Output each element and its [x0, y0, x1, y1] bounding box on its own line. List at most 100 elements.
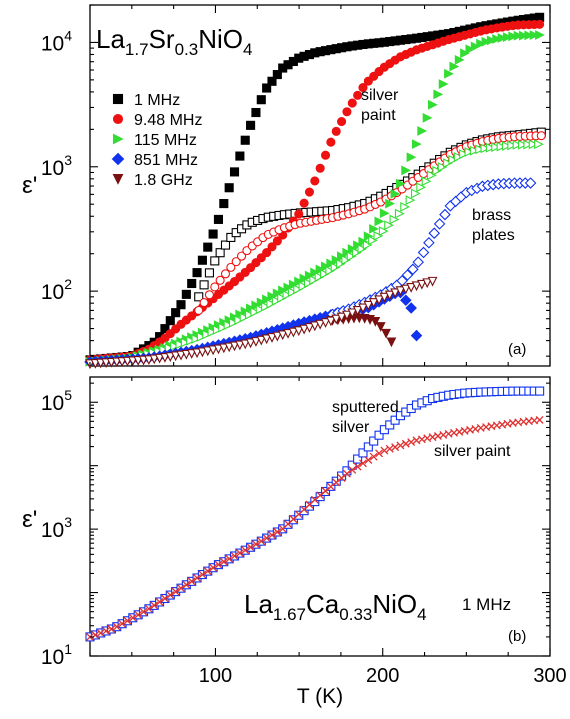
legend-label-851-mhz: 851 MHz [134, 152, 198, 169]
panel-a-y-axis: 102 103 104 [41, 4, 550, 357]
panel-b-point-silver-paint [225, 554, 234, 563]
panel-b-frame [89, 376, 551, 657]
panel-a-point-115-mhz-brass-plates [277, 293, 287, 303]
panel-a-x-ticks [89, 5, 551, 366]
panel-a-point-115-mhz-brass-plates [523, 139, 534, 150]
panel-a-point-1-mhz-brass-plates [220, 240, 231, 250]
panel-b-point-silver-paint [171, 587, 180, 596]
panel-a-point-9-48-mhz [272, 236, 282, 246]
panel-a-point-1-8-ghz-brass-plates [390, 288, 400, 299]
panel-a-point-1-8-ghz-brass-plates [224, 342, 235, 353]
panel-b-point-sputtered-silver [363, 442, 373, 452]
panel-a-point-1-mhz [203, 242, 213, 252]
panel-a-point-1-mhz [251, 107, 261, 118]
panel-a-point-115-mhz [438, 79, 449, 89]
panel-b-point-silver-paint [209, 563, 218, 572]
panel-a-point-1-8-ghz-brass-plates [374, 295, 384, 306]
panel-a-point-1-8-ghz [375, 322, 386, 332]
panel-b-point-silver-paint [166, 591, 175, 600]
panel-a-point-851-mhz [400, 294, 412, 307]
panel-b-point-silver-paint [316, 491, 325, 500]
panel-a-point-1-8-ghz-brass-plates [325, 316, 336, 327]
panel-b-y-axis: 101 103 105 [41, 382, 550, 669]
panel-a-point-1-8-ghz-brass-plates [315, 319, 326, 330]
panel-a-point-1-mhz [240, 135, 250, 145]
panel-b-point-silver-paint [268, 531, 276, 540]
panel-a-point-9-48-mhz [320, 150, 331, 160]
panel-a-point-115-mhz [395, 178, 406, 189]
panel-a-point-115-mhz [465, 44, 476, 55]
panel-a-point-115-mhz-brass-plates [336, 258, 346, 269]
panel-a-point-1-mhz-brass-plates [215, 248, 225, 258]
panel-b-point-silver-paint [251, 540, 260, 549]
panel-b-point-silver-paint [219, 557, 228, 566]
panel-a-point-115-mhz-brass-plates [261, 301, 271, 312]
panel-a-point-115-mhz-brass-plates [352, 247, 362, 258]
panel-a-point-1-8-ghz-brass-plates [154, 353, 165, 364]
panel-b-point-silver-paint [128, 613, 137, 622]
panel-a-point-1-mhz [192, 268, 202, 278]
panel-b-point-silver-paint [160, 594, 169, 603]
panel-a-point-115-mhz-brass-plates [518, 139, 528, 150]
panel-a-point-115-mhz-brass-plates [368, 235, 378, 246]
panel-b-point-silver-paint [375, 449, 384, 458]
panel-a-point-1-mhz [224, 183, 234, 193]
panel-a-point-1-mhz-brass-plates [194, 292, 204, 302]
panel-b-point-sputtered-silver [337, 471, 347, 481]
panel-a-y-tick-label: 104 [41, 27, 72, 55]
legend-label-1-mhz: 1 MHz [134, 92, 180, 109]
panel-b: 101 103 105 100 200 300 sputtered silver sil… [22, 376, 567, 708]
panel-a-point-115-mhz [428, 99, 438, 110]
panel-a-point-115-mhz-brass-plates [250, 307, 261, 317]
panel-a-point-1-8-ghz-brass-plates [336, 312, 347, 323]
panel-a-point-1-mhz [208, 229, 218, 239]
panel-a-point-115-mhz [379, 208, 390, 219]
panel-a-point-9-48-mhz-brass-plates [220, 269, 231, 279]
panel-a-point-1-8-ghz-brass-plates [176, 350, 186, 361]
panel-a-point-9-48-mhz [326, 137, 336, 147]
panel-b-x-tick-label: 300 [533, 665, 566, 687]
panel-a-point-115-mhz-brass-plates [405, 195, 416, 206]
panel-b-y-tick-label: 103 [41, 514, 72, 542]
panel-b-point-silver-paint [123, 616, 132, 625]
panel-a-point-115-mhz-brass-plates [293, 284, 303, 295]
panel-a-point-115-mhz-brass-plates [175, 339, 186, 350]
panel-a-point-115-mhz [411, 139, 422, 149]
panel-b-marks [85, 386, 545, 642]
panel-b-point-silver-paint [391, 443, 400, 452]
panel-a-point-115-mhz [417, 126, 428, 136]
panel-a-point-9-48-mhz [294, 209, 304, 219]
panel-b-point-silver-paint [187, 577, 196, 586]
panel-a-point-115-mhz-brass-plates [202, 329, 212, 340]
panel-a-point-115-mhz-brass-plates [314, 272, 325, 282]
panel-a-point-115-mhz [460, 48, 470, 59]
panel-a-point-1-8-ghz-brass-plates [160, 352, 170, 363]
panel-a-point-115-mhz-brass-plates [389, 214, 400, 225]
legend-marker-1-mhz [112, 93, 124, 105]
panel-a-point-1-8-ghz-brass-plates [170, 351, 181, 362]
panel-b-point-silver-paint [364, 456, 373, 464]
panel-b-title: La1.67Ca0.33NiO4 [244, 589, 427, 624]
panel-b-y-tick-label: 101 [41, 641, 72, 669]
panel-a-point-1-mhz [165, 316, 175, 326]
panel-a-point-1-8-ghz-brass-plates [240, 339, 251, 350]
panel-a-point-1-8-ghz-brass-plates [192, 348, 202, 359]
panel-b-point-silver-paint [332, 478, 341, 487]
panel-a-point-9-48-mhz [337, 117, 347, 127]
panel-a-point-115-mhz-brass-plates [394, 208, 405, 219]
panel-a-point-1-8-ghz-brass-plates [358, 303, 368, 314]
panel-a-point-1-8-ghz-brass-plates [422, 278, 433, 289]
panel-b-point-silver-paint [359, 459, 367, 468]
panel-a-point-1-8-ghz-brass-plates [229, 341, 240, 352]
panel-a-point-115-mhz-brass-plates [223, 320, 234, 331]
panel-a-point-1-mhz-brass-plates [226, 232, 236, 242]
panel-a-point-115-mhz-brass-plates [421, 176, 432, 187]
panel-a-point-115-mhz-brass-plates [373, 230, 384, 241]
panel-a-point-1-mhz [267, 76, 277, 86]
panel-a-point-1-8-ghz-brass-plates [299, 324, 309, 335]
panel-a-point-1-8-ghz-brass-plates [218, 343, 229, 354]
panel-a-point-115-mhz [369, 223, 379, 234]
panel-a-y-tick-label: 102 [41, 276, 72, 304]
panel-a-point-9-48-mhz [310, 176, 320, 186]
panel-a-point-115-mhz-brass-plates [255, 304, 266, 315]
